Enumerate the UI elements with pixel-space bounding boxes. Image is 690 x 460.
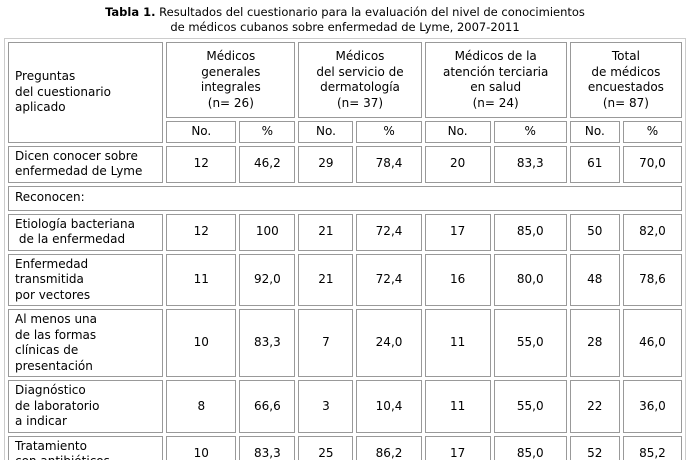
value-cell: 70,0: [622, 145, 682, 183]
value-cell: 86,2: [356, 435, 422, 460]
value-cell: 8: [166, 380, 237, 433]
question-cell: Enfermedad transmitida por vectores: [8, 253, 164, 306]
value-cell: 78,6: [622, 253, 682, 306]
value-cell: 72,4: [356, 213, 422, 251]
value-cell: 11: [166, 253, 237, 306]
table-row: Diagnóstico de laboratorio a indicar 8 6…: [8, 380, 682, 433]
table-title-text: Resultados del cuestionario para la eval…: [155, 5, 585, 19]
value-cell: 24,0: [356, 309, 422, 377]
value-cell: 21: [298, 213, 354, 251]
value-cell: 29: [298, 145, 354, 183]
value-cell: 83,3: [239, 435, 296, 460]
value-cell: 22: [569, 380, 620, 433]
value-cell: 11: [424, 309, 491, 377]
value-cell: 83,3: [493, 145, 567, 183]
value-cell: 25: [298, 435, 354, 460]
subheader-no-2: No.: [298, 121, 354, 143]
question-cell: Al menos una de las formas clínicas de p…: [8, 309, 164, 377]
subheader-pct-2: %: [356, 121, 422, 143]
value-cell: 92,0: [239, 253, 296, 306]
value-cell: 3: [298, 380, 354, 433]
value-cell: 10,4: [356, 380, 422, 433]
value-cell: 50: [569, 213, 620, 251]
subheader-pct-1: %: [239, 121, 296, 143]
value-cell: 48: [569, 253, 620, 306]
table-row: Dicen conocer sobre enfermedad de Lyme 1…: [8, 145, 682, 183]
value-cell: 85,2: [622, 435, 682, 460]
value-cell: 11: [424, 380, 491, 433]
value-cell: 10: [166, 309, 237, 377]
results-table: Preguntas del cuestionario aplicado Médi…: [4, 38, 686, 460]
subheader-no-4: No.: [569, 121, 620, 143]
table-row: Etiología bacteriana de la enfermedad 12…: [8, 213, 682, 251]
group-header-atencion-terciaria: Médicos de la atención terciaria en salu…: [424, 42, 567, 118]
header-group-row: Preguntas del cuestionario aplicado Médi…: [8, 42, 682, 143]
header-subrow: No. % No. % No. % No. %: [8, 121, 682, 143]
section-row: Reconocen:: [8, 185, 682, 211]
question-column-header: Preguntas del cuestionario aplicado: [8, 42, 164, 143]
value-cell: 78,4: [356, 145, 422, 183]
question-cell: Etiología bacteriana de la enfermedad: [8, 213, 164, 251]
value-cell: 16: [424, 253, 491, 306]
table-title-line1: Tabla 1. Resultados del cuestionario par…: [0, 5, 690, 20]
value-cell: 55,0: [493, 309, 567, 377]
table-title: Tabla 1. Resultados del cuestionario par…: [0, 0, 690, 35]
value-cell: 21: [298, 253, 354, 306]
value-cell: 12: [166, 213, 237, 251]
value-cell: 17: [424, 435, 491, 460]
value-cell: 46,0: [622, 309, 682, 377]
value-cell: 85,0: [493, 435, 567, 460]
value-cell: 83,3: [239, 309, 296, 377]
question-cell: Dicen conocer sobre enfermedad de Lyme: [8, 145, 164, 183]
value-cell: 66,6: [239, 380, 296, 433]
value-cell: 17: [424, 213, 491, 251]
value-cell: 20: [424, 145, 491, 183]
value-cell: 10: [166, 435, 237, 460]
value-cell: 85,0: [493, 213, 567, 251]
value-cell: 55,0: [493, 380, 567, 433]
value-cell: 80,0: [493, 253, 567, 306]
value-cell: 82,0: [622, 213, 682, 251]
value-cell: 28: [569, 309, 620, 377]
question-cell: Diagnóstico de laboratorio a indicar: [8, 380, 164, 433]
group-header-dermatologia: Médicos del servicio de dermatología (n=…: [298, 42, 422, 118]
value-cell: 61: [569, 145, 620, 183]
group-header-medicos-generales: Médicos generales integrales (n= 26): [166, 42, 296, 118]
value-cell: 36,0: [622, 380, 682, 433]
value-cell: 7: [298, 309, 354, 377]
question-cell: Tratamiento con antibióticos: [8, 435, 164, 460]
value-cell: 100: [239, 213, 296, 251]
section-label: Reconocen:: [8, 185, 682, 211]
subheader-pct-3: %: [493, 121, 567, 143]
table-title-line2: de médicos cubanos sobre enfermedad de L…: [170, 20, 520, 34]
subheader-no-3: No.: [424, 121, 491, 143]
value-cell: 72,4: [356, 253, 422, 306]
table-row: Enfermedad transmitida por vectores 11 9…: [8, 253, 682, 306]
table-row: Al menos una de las formas clínicas de p…: [8, 309, 682, 377]
table-title-label: Tabla 1.: [105, 5, 156, 19]
value-cell: 52: [569, 435, 620, 460]
subheader-pct-4: %: [622, 121, 682, 143]
value-cell: 46,2: [239, 145, 296, 183]
table-row: Tratamiento con antibióticos 10 83,3 25 …: [8, 435, 682, 460]
value-cell: 12: [166, 145, 237, 183]
subheader-no-1: No.: [166, 121, 237, 143]
group-header-total: Total de médicos encuestados (n= 87): [569, 42, 682, 118]
